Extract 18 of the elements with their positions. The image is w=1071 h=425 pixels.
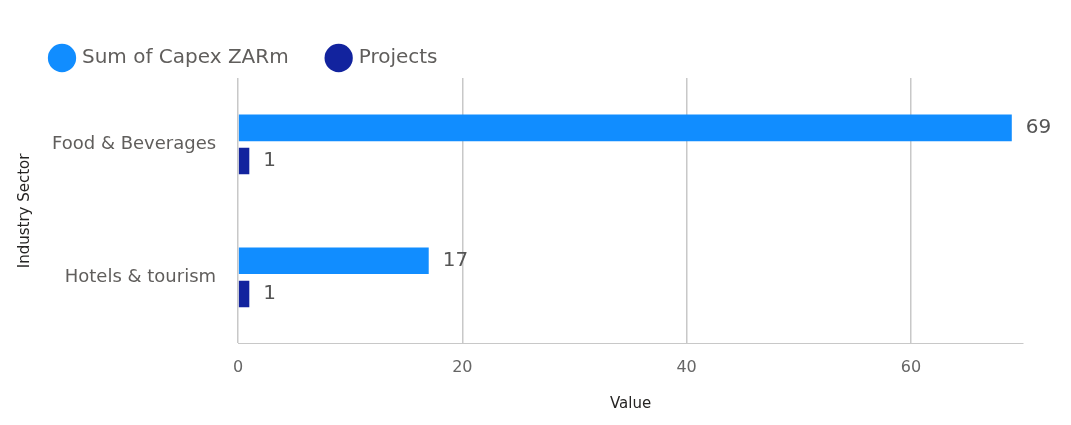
bar <box>238 247 429 275</box>
y-tick-label: Hotels & tourism <box>64 265 217 287</box>
x-tick-label: 0 <box>233 356 244 376</box>
x-tick-label: 40 <box>676 356 697 376</box>
x-tick-label: 20 <box>452 356 473 376</box>
bar <box>238 280 250 308</box>
legend-label: Projects <box>358 44 438 69</box>
x-axis-title: Value <box>609 393 652 412</box>
data-label: 1 <box>263 280 277 305</box>
bar <box>238 147 250 175</box>
x-tick-label: 60 <box>900 356 922 376</box>
legend-label: Sum of Capex ZARm <box>82 44 289 69</box>
data-label: 17 <box>442 246 469 271</box>
y-axis-title: Industry Sector <box>14 152 33 269</box>
data-label: 1 <box>263 147 277 172</box>
bar <box>238 114 1012 142</box>
data-label: 69 <box>1025 114 1052 139</box>
y-tick-label: Food & Beverages <box>51 132 217 154</box>
